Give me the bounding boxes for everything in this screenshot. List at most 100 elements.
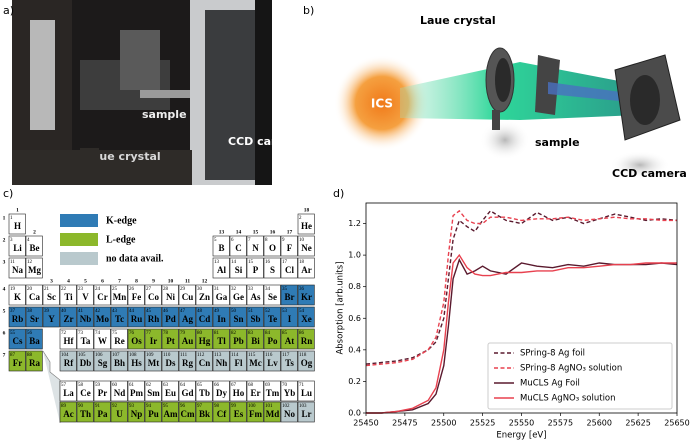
atomic-number: 45	[146, 309, 152, 314]
element-cell	[144, 380, 162, 402]
element-cell	[144, 284, 162, 306]
element-symbol: Ho	[233, 388, 245, 398]
element-cell	[212, 257, 230, 279]
atomic-number: 84	[265, 331, 271, 336]
element-cell	[25, 284, 43, 306]
atomic-number: 64	[180, 383, 186, 388]
legend-swatch	[60, 233, 98, 246]
atomic-number: 57	[61, 383, 67, 388]
element-symbol: Ti	[64, 292, 73, 302]
element-symbol: Og	[301, 358, 313, 368]
atomic-number: 96	[180, 404, 186, 409]
group-number: 16	[270, 229, 276, 235]
element-symbol: Pt	[166, 336, 175, 346]
element-symbol: Hf	[64, 336, 75, 346]
atomic-number: 7	[248, 238, 251, 243]
plot-frame	[365, 202, 678, 414]
element-cell	[195, 401, 213, 423]
element-cell	[110, 306, 128, 328]
group-number: 13	[219, 229, 225, 235]
element-symbol: Es	[234, 409, 244, 419]
atomic-number: 46	[163, 309, 169, 314]
element-cell	[212, 380, 230, 402]
atomic-number: 32	[231, 287, 237, 292]
element-symbol: Co	[148, 292, 159, 302]
element-cell	[110, 401, 128, 423]
element-symbol: Am	[164, 409, 178, 419]
group-number: 18	[304, 207, 310, 213]
atomic-number: 39	[44, 309, 50, 314]
element-cell	[263, 306, 281, 328]
atomic-number: 111	[180, 353, 188, 358]
element-cell	[263, 284, 281, 306]
element-cell	[127, 350, 145, 372]
element-cell	[59, 306, 77, 328]
atomic-number: 59	[95, 383, 101, 388]
element-symbol: Fl	[235, 358, 243, 368]
annotation: ICS	[371, 97, 393, 111]
atomic-number: 44	[129, 309, 135, 314]
atomic-number: 78	[163, 331, 169, 336]
atomic-number: 115	[248, 353, 256, 358]
element-cell	[229, 306, 247, 328]
element-cell	[229, 401, 247, 423]
element-symbol: Os	[131, 336, 142, 346]
atomic-number: 38	[27, 309, 33, 314]
atomic-number: 27	[146, 287, 152, 292]
y-tick-label: 1.0	[348, 251, 361, 260]
atomic-number: 3	[10, 238, 13, 243]
element-symbol: I	[288, 314, 292, 324]
element-symbol: Nb	[80, 314, 92, 324]
element-cell	[280, 284, 298, 306]
element-cell	[161, 350, 179, 372]
group-number: 5	[84, 278, 87, 284]
element-cell	[195, 284, 213, 306]
element-symbol: Ar	[301, 265, 312, 275]
group-number: 7	[118, 278, 121, 284]
x-tick-label: 25550	[509, 419, 534, 428]
group-number: 8	[135, 278, 138, 284]
group-number: 11	[185, 278, 190, 284]
element-symbol: Yb	[284, 388, 296, 398]
element-cell	[59, 350, 77, 372]
atomic-number: 20	[27, 287, 33, 292]
group-number: 6	[101, 278, 104, 284]
element-symbol: La	[63, 388, 74, 398]
element-cell	[8, 328, 26, 350]
element-cell	[246, 306, 264, 328]
atomic-number: 116	[265, 353, 273, 358]
annotation: Laue crystal	[420, 14, 496, 27]
legend-swatch	[60, 214, 98, 227]
atomic-number: 19	[10, 287, 16, 292]
element-cell	[25, 257, 43, 279]
atomic-number: 15	[248, 260, 254, 265]
atomic-number: 10	[299, 238, 305, 243]
element-cell	[25, 328, 43, 350]
element-symbol: Rn	[301, 336, 313, 346]
element-symbol: Ac	[63, 409, 74, 419]
element-symbol: Sm	[147, 388, 160, 398]
atomic-number: 82	[231, 331, 237, 336]
atomic-number: 74	[95, 331, 101, 336]
period-number: 5	[3, 308, 6, 314]
element-cell	[93, 328, 111, 350]
element-cell	[263, 235, 281, 257]
atomic-number: 73	[78, 331, 84, 336]
element-symbol: Fm	[249, 409, 262, 419]
annotation: CCD camera	[228, 135, 303, 148]
element-symbol: U	[116, 409, 123, 419]
atomic-number: 66	[214, 383, 220, 388]
element-symbol: Gd	[181, 388, 193, 398]
element-symbol: Md	[266, 409, 280, 419]
element-symbol: Nh	[216, 358, 228, 368]
element-symbol: Tb	[199, 388, 210, 398]
atomic-number: 98	[214, 404, 220, 409]
element-symbol: At	[285, 336, 295, 346]
element-symbol: Li	[13, 243, 22, 253]
element-symbol: Pr	[98, 388, 108, 398]
atomic-number: 16	[265, 260, 271, 265]
group-number: 2	[33, 229, 36, 235]
element-cell	[263, 380, 281, 402]
x-tick-label: 25625	[625, 419, 650, 428]
element-symbol: Re	[114, 336, 125, 346]
